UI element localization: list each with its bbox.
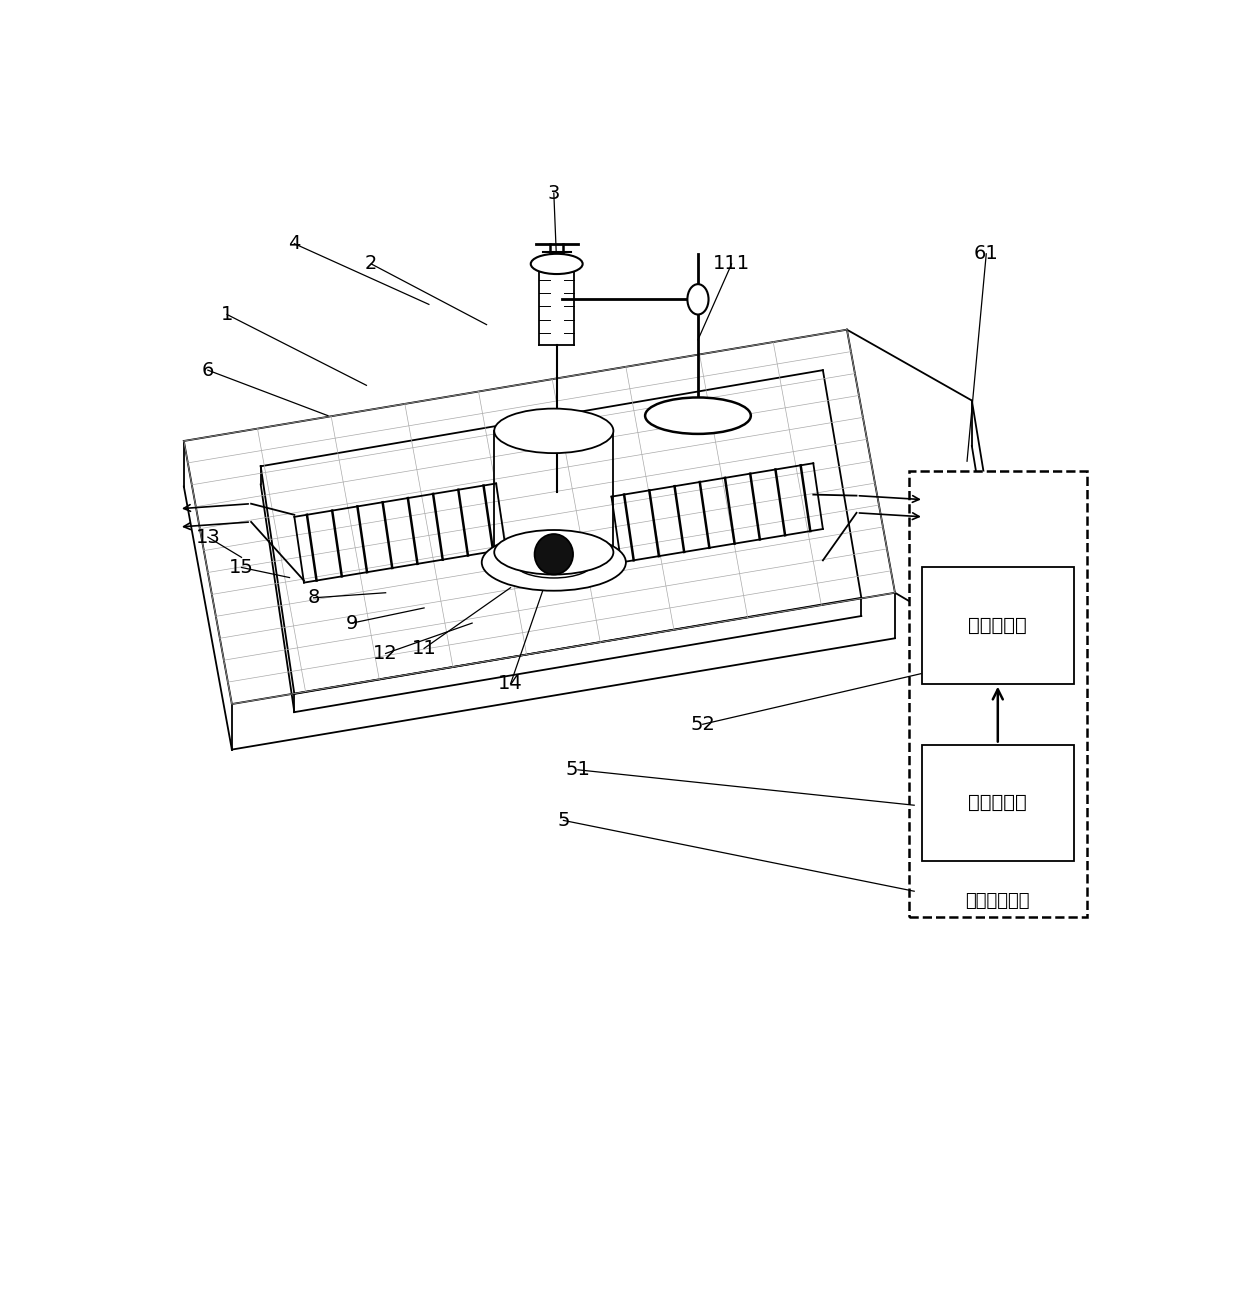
Text: 功率放大器: 功率放大器	[968, 616, 1027, 635]
Text: 8: 8	[308, 589, 320, 607]
Text: 13: 13	[196, 528, 221, 547]
Text: 11: 11	[412, 639, 436, 658]
Text: 15: 15	[229, 558, 254, 577]
Text: 61: 61	[973, 244, 998, 263]
Text: 12: 12	[373, 644, 398, 664]
Text: 6: 6	[202, 360, 215, 380]
Text: 3: 3	[548, 184, 560, 202]
Bar	[909, 472, 1087, 917]
Ellipse shape	[531, 254, 583, 275]
Bar	[921, 568, 1074, 683]
Ellipse shape	[482, 533, 626, 591]
Text: 1: 1	[221, 305, 233, 325]
Text: 4: 4	[288, 234, 300, 254]
Text: 2: 2	[365, 255, 377, 273]
Text: 51: 51	[565, 761, 590, 779]
Text: 信号发生器: 信号发生器	[968, 794, 1027, 812]
Circle shape	[534, 533, 573, 574]
Ellipse shape	[495, 409, 614, 453]
Text: 5: 5	[557, 811, 569, 830]
Text: 14: 14	[498, 674, 523, 694]
Text: 52: 52	[691, 715, 715, 733]
Ellipse shape	[645, 397, 750, 434]
Bar	[921, 745, 1074, 861]
Ellipse shape	[495, 530, 614, 574]
Ellipse shape	[687, 284, 708, 314]
Text: 信号发生装置: 信号发生装置	[966, 892, 1030, 911]
Ellipse shape	[515, 547, 594, 578]
Text: 111: 111	[713, 255, 750, 273]
Text: 9: 9	[346, 614, 358, 632]
